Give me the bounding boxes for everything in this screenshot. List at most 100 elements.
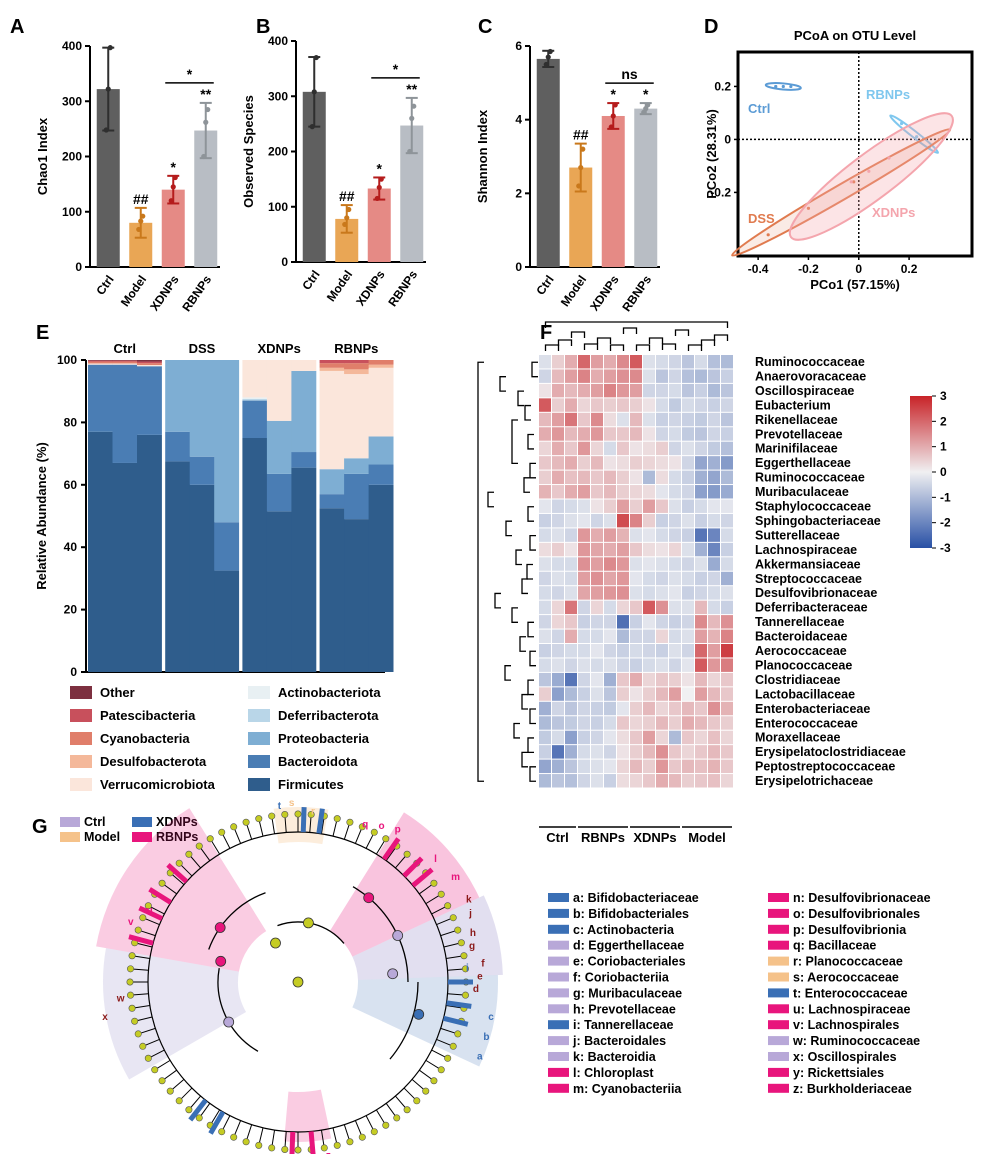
heat-cell [669,470,681,485]
taxon-swatch [548,908,569,918]
heat-cell [630,355,642,369]
heat-cell [695,355,707,369]
data-point [580,146,586,152]
clade-leaf-node [139,1042,147,1050]
clade-marker [289,1131,296,1154]
y-tick-label: 0 [515,260,522,274]
taxon-swatch [548,893,569,902]
clade-arc [389,981,419,1060]
panel-b: 0 100 200 300 400 Observed Species Ctrl ## Model… [241,34,426,309]
heat-cell [669,745,681,759]
stack-segment-patescibacteria [344,360,369,364]
bar-xdnps [601,115,625,267]
heat-cell [669,759,681,774]
stack-segment-proteobacteria [344,458,369,474]
clade-leaf-node [307,811,315,819]
bar-ctrl [536,58,560,268]
heat-cell [604,456,616,470]
heat-cell [656,412,668,427]
row-label: Peptostreptococcaceae [755,760,895,774]
row-dendrogram-branch [521,578,528,595]
heat-cell [539,383,551,398]
heat-cell [604,672,616,687]
heat-cell [669,730,681,745]
scale-tick-label: 3 [940,389,947,403]
legend-label: RBNPs [156,830,198,844]
heat-cell [682,427,694,441]
heat-cell [604,571,616,586]
heat-cell [643,470,655,485]
heat-cell [721,470,733,485]
taxon-swatch [768,956,789,966]
heat-cell [656,759,668,774]
heat-cell [669,644,681,658]
heat-cell [617,369,629,383]
row-dendrogram-branch [521,751,528,768]
heat-cell [708,542,720,557]
x-tick-label: XDNPs [147,272,182,313]
clade-leaf-node [454,1030,462,1038]
clade-letter: t [278,801,282,812]
legend-swatch [132,832,152,842]
data-point [205,106,211,113]
heat-cell [591,528,603,542]
heat-cell [669,774,681,788]
clade-node [214,922,226,933]
heat-cell [539,716,551,730]
heat-cell [656,441,668,456]
stack-segment-verrucomicrobiota [344,374,369,459]
stack-segment-firmicutes [266,511,292,672]
heat-cell [721,644,733,658]
clade-sector-xdnps [352,975,499,1067]
legend-label: Cyanobacteria [100,731,190,746]
group-label: XDNPs [633,830,676,845]
comparison-label: * [187,66,193,82]
y-tick-label: 60 [64,478,78,492]
heat-cell [721,542,733,557]
heat-cell [643,398,655,412]
row-label: Akkermansiaceae [755,557,861,571]
heat-cell [565,658,577,672]
column-dendrogram-branch [635,344,651,351]
clade-leaf-node [460,952,468,960]
heat-cell [682,759,694,774]
heat-cell [630,672,642,687]
panel-d: PCoA on OTU Level-0.4 -0.2 0 0.2-0.200.2PCo… [704,28,974,292]
heat-cell [630,485,642,499]
clade-leaf-node [127,965,135,973]
heat-cell [591,658,603,672]
heat-cell [604,759,616,774]
data-point [610,113,616,119]
significance-mark: ** [200,86,211,102]
heat-cell [578,383,590,398]
taxon-swatch [548,988,569,998]
comparison-label: * [393,61,399,77]
heat-cell [578,499,590,513]
heat-cell [721,557,733,571]
heat-cell [552,730,564,745]
heat-cell [565,644,577,658]
heat-cell [604,730,616,745]
heat-cell [552,701,564,716]
heat-cell [552,412,564,427]
clade-leaf-node [185,1106,193,1114]
stack-segment-patescibacteria [112,360,138,362]
column-dendrogram-branch [570,331,586,338]
heat-cell [643,586,655,600]
heat-cell [721,759,733,774]
heat-cell [604,615,616,629]
scale-tick-label: 1 [940,440,947,454]
stack-segment-cyanobacteria [112,361,138,364]
clade-leaf-node [242,1138,250,1146]
heat-cell [630,369,642,383]
stack-segment-firmicutes [189,484,215,672]
taxon-swatch [548,924,569,934]
heat-cell [617,629,629,643]
taxon-label: p: Desulfovibrionia [793,923,907,937]
heat-cell [578,542,590,557]
row-label: Oscillospiraceae [755,384,854,398]
y-tick-label: 300 [62,94,82,108]
taxon-label: i: Tannerellaceae [573,1018,674,1032]
taxon-label: m: Cyanobacteriia [573,1082,682,1096]
heat-cell [656,745,668,759]
